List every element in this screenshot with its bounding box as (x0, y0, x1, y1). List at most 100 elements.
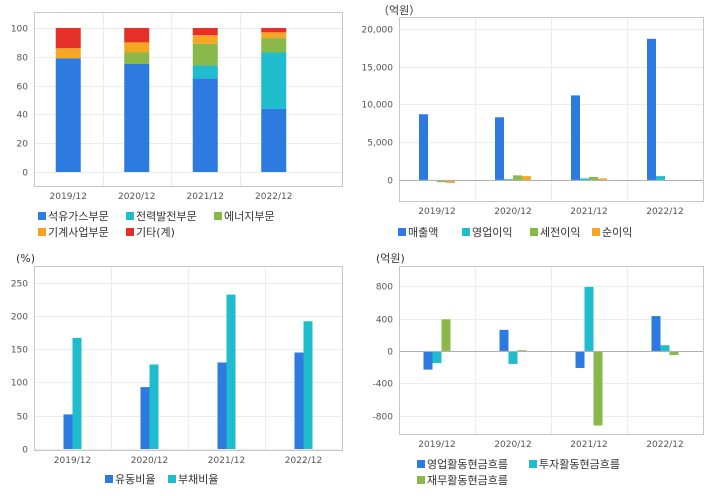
bar-segment (124, 52, 150, 64)
x-tick-label: 2020/12 (494, 440, 531, 450)
chart-frame (34, 12, 343, 187)
x-tick-label: 2020/12 (131, 456, 168, 466)
y-tick-label: 0 (387, 348, 393, 358)
y-tick-label: 800 (376, 283, 393, 293)
legend-label: 기계사업부문 (48, 226, 109, 239)
bar (423, 350, 433, 370)
y-tick-label: 250 (11, 280, 28, 290)
x-tick-label: 2020/12 (118, 192, 155, 202)
legend-label: 기타(계) (136, 226, 175, 239)
y-tick-label: 200 (11, 313, 28, 323)
bar (508, 350, 518, 364)
bar (571, 95, 580, 180)
bar (656, 176, 665, 180)
legend-swatch (530, 228, 538, 236)
bar-segment (124, 64, 150, 172)
legend-swatch (592, 228, 600, 236)
y-tick-label: 15,000 (362, 64, 394, 74)
bar (504, 179, 513, 180)
y-tick-label: 5,000 (367, 139, 393, 149)
y-tick-label: 100 (11, 25, 28, 35)
x-tick-label: 2021/12 (570, 440, 607, 450)
bar (294, 352, 304, 449)
y-tick-label: 80 (17, 54, 29, 64)
legend-label: 순이익 (602, 226, 632, 239)
y-tick-label: 0 (387, 177, 393, 187)
chart-3: (%) 0 50 100 150 200 250 2019/12 2020/12 2021/12 2… (11, 252, 343, 486)
bar (593, 350, 603, 426)
legend-label: 영업활동현금흐름 (427, 457, 508, 471)
legend-label: 에너지부문 (224, 210, 275, 223)
legend-swatch (38, 228, 46, 236)
bar (140, 387, 150, 449)
bar (63, 414, 73, 449)
y-tick-label: 150 (11, 346, 28, 356)
bar (575, 350, 585, 368)
bar-segment (261, 28, 287, 33)
bar-segment (261, 32, 287, 39)
legend-swatch (38, 212, 46, 220)
legend-label: 세전이익 (540, 226, 580, 239)
legend-swatch (462, 228, 470, 236)
legend-swatch (105, 475, 113, 483)
x-tick-label: 2022/12 (646, 440, 683, 450)
bar-segment (55, 28, 81, 49)
y-tick-label: 40 (17, 111, 29, 121)
x-tick-label: 2022/12 (646, 207, 683, 217)
x-tick-label: 2019/12 (50, 192, 87, 202)
chart-frame (34, 266, 343, 451)
legend-label: 전력발전부문 (136, 210, 197, 223)
legend-swatch (417, 476, 425, 484)
bar-segment (55, 48, 81, 59)
legend-swatch (529, 460, 537, 468)
bar-segment (192, 78, 218, 172)
bar (217, 362, 227, 449)
bar (584, 286, 594, 351)
bar (580, 178, 589, 180)
bar (446, 179, 455, 183)
unit-label: （억원） (378, 4, 420, 17)
legend-label: 영업이익 (472, 226, 512, 239)
legend-label: 재무활동현금흐름 (427, 473, 508, 487)
y-tick-label: 10,000 (362, 101, 394, 111)
legend-swatch (214, 212, 222, 220)
chart-2: （억원） 0 5,000 10,000 15,000 20,000 2019/12 2020/… (362, 4, 704, 239)
bar-segment (261, 108, 287, 172)
y-tick-label: -400 (373, 380, 394, 390)
bar-segment (55, 58, 81, 172)
bar (598, 178, 607, 180)
bar (513, 175, 522, 180)
bar (437, 179, 446, 183)
bar-segment (261, 52, 287, 109)
x-tick-label: 2019/12 (418, 440, 455, 450)
legend-swatch (168, 475, 176, 483)
legend-label: 매출액 (408, 226, 438, 239)
y-tick-label: 50 (17, 413, 29, 423)
unit-label: (%) (16, 252, 35, 265)
bar (303, 321, 313, 449)
chart-frame (399, 266, 704, 435)
legend-label: 투자활동현금흐름 (539, 457, 620, 471)
legend-swatch (398, 228, 406, 236)
y-tick-label: 0 (22, 169, 28, 179)
bar (647, 38, 656, 180)
y-tick-label: 20,000 (362, 26, 394, 36)
y-tick-label: 400 (376, 316, 393, 326)
bar-segment (124, 42, 150, 53)
bar-segment (124, 28, 150, 43)
x-tick-label: 2021/12 (187, 192, 224, 202)
bar (651, 316, 661, 351)
bar-segment (192, 65, 218, 79)
legend-swatch (126, 212, 134, 220)
bar-segment (192, 35, 218, 44)
chart-1: 0 20 40 60 80 100 2019/12 2020/12 2021/12 2022/12… (11, 12, 343, 239)
unit-label: (억원) (376, 252, 405, 265)
bar (660, 345, 670, 351)
chart-frame (399, 17, 704, 202)
y-tick-label: 100 (11, 379, 28, 389)
bar (517, 350, 527, 351)
bar (499, 329, 509, 351)
chart-4: (억원) -800 -400 0 400 800 2019/12 2020/12 2021/12… (373, 252, 704, 487)
x-tick-label: 2021/12 (208, 456, 245, 466)
